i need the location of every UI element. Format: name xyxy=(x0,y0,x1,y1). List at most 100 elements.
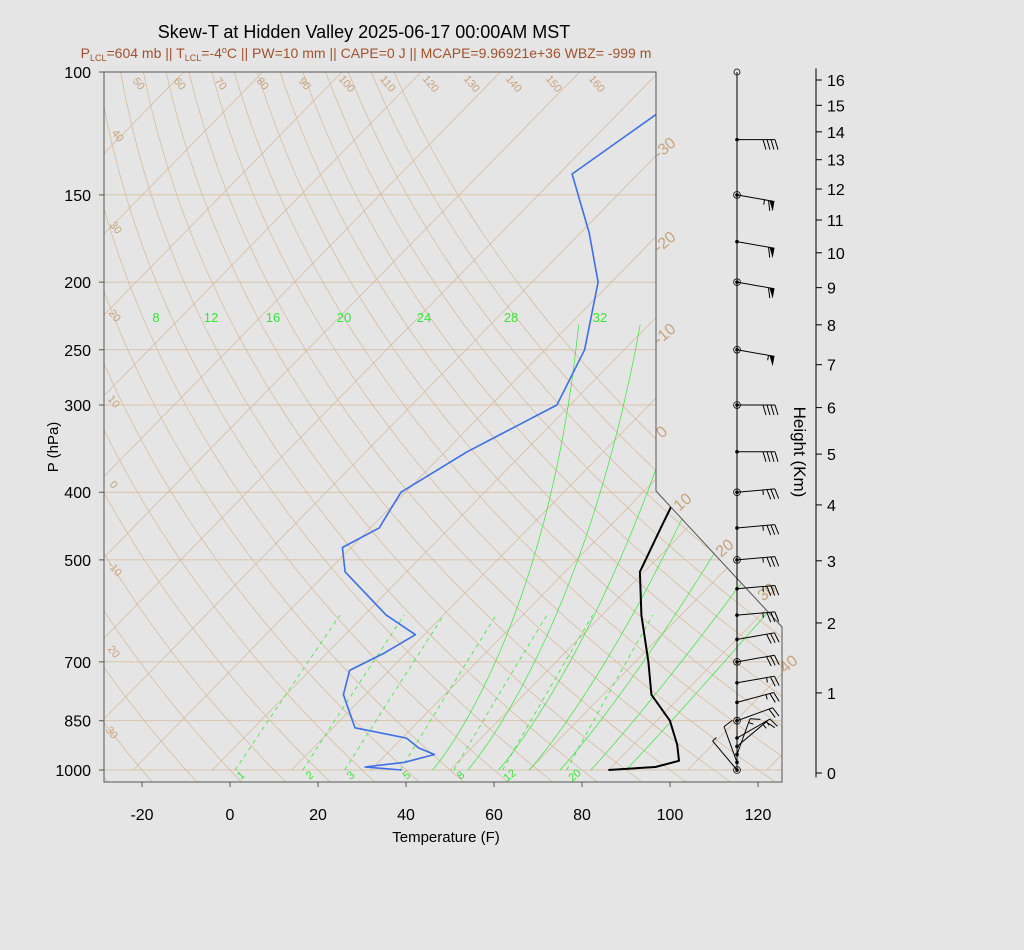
height-tick-label: 3 xyxy=(827,554,836,571)
wind-staff-cap xyxy=(733,68,741,76)
wind-barb xyxy=(735,137,779,150)
isotherm-line xyxy=(104,72,580,771)
barb-shaft xyxy=(736,675,775,684)
dry-adiabat-line xyxy=(104,72,289,782)
barb-shaft xyxy=(736,718,771,739)
plot-area xyxy=(104,72,782,782)
barb-full xyxy=(749,718,761,720)
isotherm-line xyxy=(212,72,782,771)
wind-barb xyxy=(735,692,780,705)
dry-adiabat-line xyxy=(104,72,379,782)
standard-level-marker xyxy=(733,556,741,564)
dry-adiabat-line xyxy=(279,72,782,782)
barb-point xyxy=(735,752,739,757)
barb-full xyxy=(774,556,780,567)
t-lcl-subscript: LCL xyxy=(185,53,202,63)
wind-barb xyxy=(735,239,775,259)
height-tick-label: 13 xyxy=(827,153,845,170)
x-tick-label: 40 xyxy=(397,807,415,824)
barb-half xyxy=(712,737,717,742)
barb-full xyxy=(770,612,776,623)
mixing-ratio-label: 24 xyxy=(417,310,431,325)
dry-adiabat-line xyxy=(104,72,512,782)
barb-full xyxy=(762,451,767,462)
barb-shaft xyxy=(736,611,775,616)
barb-full xyxy=(766,525,772,536)
barb-point xyxy=(735,768,739,772)
barb-full xyxy=(770,556,776,567)
wind-barb xyxy=(735,611,780,623)
barb-full xyxy=(766,139,771,150)
mixing-ratio-line xyxy=(453,614,548,771)
barb-full xyxy=(774,451,779,462)
barb-point xyxy=(735,490,739,495)
moist-adiabat-line xyxy=(432,324,579,771)
y-tick-label: 100 xyxy=(64,65,91,82)
y-tick-label: 500 xyxy=(64,553,91,570)
barb-shaft xyxy=(736,488,775,493)
barb-point xyxy=(735,700,739,705)
dry-adiabat-line xyxy=(104,72,334,782)
standard-level-marker xyxy=(733,488,741,497)
barb-full xyxy=(770,451,775,462)
barb-shaft xyxy=(712,740,738,771)
y-tick-label: 250 xyxy=(64,343,91,360)
mixing-ratio-label: 20 xyxy=(337,310,351,325)
x-tick-label: 0 xyxy=(226,807,235,824)
standard-level-marker xyxy=(733,191,741,199)
barb-half xyxy=(748,722,754,725)
chart-title: Skew-T at Hidden Valley 2025-06-17 00:00… xyxy=(158,22,571,42)
barb-full xyxy=(769,693,776,703)
barb-shaft xyxy=(723,726,738,763)
wind-barb xyxy=(735,675,780,687)
y-tick-label: 300 xyxy=(64,398,91,415)
barb-full xyxy=(768,200,771,211)
wind-barb xyxy=(723,719,739,765)
barb-full xyxy=(762,139,767,150)
barb-full xyxy=(773,675,780,686)
t-lcl-value: =-4 xyxy=(201,45,222,61)
dry-adiabat-line xyxy=(104,72,155,782)
barb-point xyxy=(735,637,739,642)
barb-point xyxy=(735,280,739,284)
barb-full xyxy=(774,404,779,416)
p-lcl-value: =604 mb || xyxy=(106,45,176,61)
barb-full xyxy=(774,585,780,596)
height-tick-label: 8 xyxy=(827,318,836,335)
barb-shaft xyxy=(736,632,775,640)
wind-barb xyxy=(735,524,780,536)
barb-shaft xyxy=(736,281,775,290)
height-tick-label: 4 xyxy=(827,498,836,515)
barb-full xyxy=(772,707,780,717)
mixing-ratio-line xyxy=(399,614,497,771)
wind-barb xyxy=(735,403,779,416)
barb-full xyxy=(769,718,778,727)
dry-adiabat-line xyxy=(0,72,21,785)
isotherm-line xyxy=(846,72,1024,770)
barb-full xyxy=(766,612,772,623)
wind-barb xyxy=(735,654,780,667)
barb-shaft xyxy=(736,241,775,249)
dry-adiabat-line xyxy=(302,72,782,782)
isotherm-line xyxy=(104,72,343,771)
x-tick-label: 100 xyxy=(657,807,684,824)
barb-shaft xyxy=(736,194,775,203)
x-tick-label: -20 xyxy=(130,807,153,824)
isotherm-line xyxy=(104,72,660,771)
x-tick-label: 60 xyxy=(485,807,503,824)
height-tick-label: 6 xyxy=(827,401,836,418)
subtitle-rest: C || PW=10 mm || CAPE=0 J || MCAPE=9.969… xyxy=(227,45,652,61)
barb-point xyxy=(735,680,739,685)
barb-full xyxy=(768,287,771,299)
barb-full xyxy=(770,655,776,666)
wind-barb xyxy=(735,718,778,740)
barb-full xyxy=(770,139,775,150)
dry-adiabat-line xyxy=(142,72,646,782)
barb-point xyxy=(735,137,739,142)
height-tick-label: 1 xyxy=(827,686,836,703)
dry-adiabat-line xyxy=(188,72,735,782)
standard-level-marker xyxy=(733,345,741,354)
y-tick-label: 700 xyxy=(64,655,91,672)
barb-full xyxy=(762,404,767,416)
dry-adiabat-line xyxy=(104,72,245,782)
